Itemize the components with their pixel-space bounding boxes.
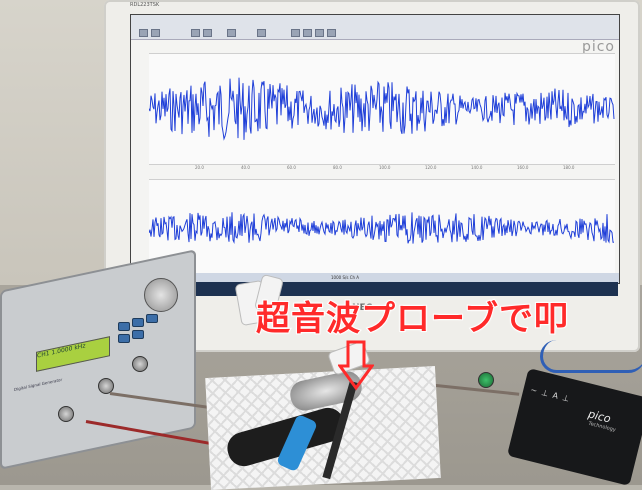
generator-knob[interactable] <box>144 278 178 312</box>
tick-label: 140.0 <box>471 165 482 170</box>
toolbar-button[interactable] <box>191 29 200 37</box>
tick-label: 180.0 <box>563 165 574 170</box>
picoscope-toolbar <box>131 15 619 40</box>
generator-button[interactable] <box>132 318 144 327</box>
axis-ticks-top: 20.0 40.0 60.0 80.0 100.0 120.0 140.0 16… <box>149 165 615 171</box>
tick-label: 120.0 <box>425 165 436 170</box>
tick-label: 100.0 <box>379 165 390 170</box>
annotation-caption: 超音波プローブで叩 <box>256 291 569 340</box>
toolbar-button[interactable] <box>227 29 236 37</box>
tick-label: 40.0 <box>241 165 250 170</box>
waveform-trace-top <box>149 54 615 164</box>
toolbar-button[interactable] <box>257 29 266 37</box>
generator-button[interactable] <box>118 334 130 343</box>
tick-label: 160.0 <box>517 165 528 170</box>
tick-label: 80.0 <box>333 165 342 170</box>
toolbar-button[interactable] <box>303 29 312 37</box>
toolbar-button[interactable] <box>139 29 148 37</box>
waveform-panel-top <box>149 53 615 165</box>
green-connector <box>478 372 494 388</box>
generator-button[interactable] <box>146 314 158 323</box>
generator-button[interactable] <box>118 322 130 331</box>
status-text: 1000 S/s Ch A <box>331 275 359 280</box>
toolbar-button[interactable] <box>291 29 300 37</box>
waveform-panel-bottom <box>149 179 615 277</box>
tick-label: 20.0 <box>195 165 204 170</box>
monitor-model-label: RDL223TSK <box>130 2 159 8</box>
bnc-connector[interactable] <box>58 406 74 422</box>
toolbar-button[interactable] <box>327 29 336 37</box>
toolbar-button[interactable] <box>151 29 160 37</box>
waveform-trace-bottom <box>149 180 615 276</box>
generator-button[interactable] <box>132 330 144 339</box>
blue-cable <box>540 340 642 373</box>
toolbar-button[interactable] <box>203 29 212 37</box>
down-arrow-icon <box>338 340 374 392</box>
toolbar-button[interactable] <box>315 29 324 37</box>
tick-label: 60.0 <box>287 165 296 170</box>
monitor-screen: pico 20.0 40.0 60.0 80.0 100.0 120.0 140… <box>130 14 620 284</box>
bnc-connector[interactable] <box>132 356 148 372</box>
